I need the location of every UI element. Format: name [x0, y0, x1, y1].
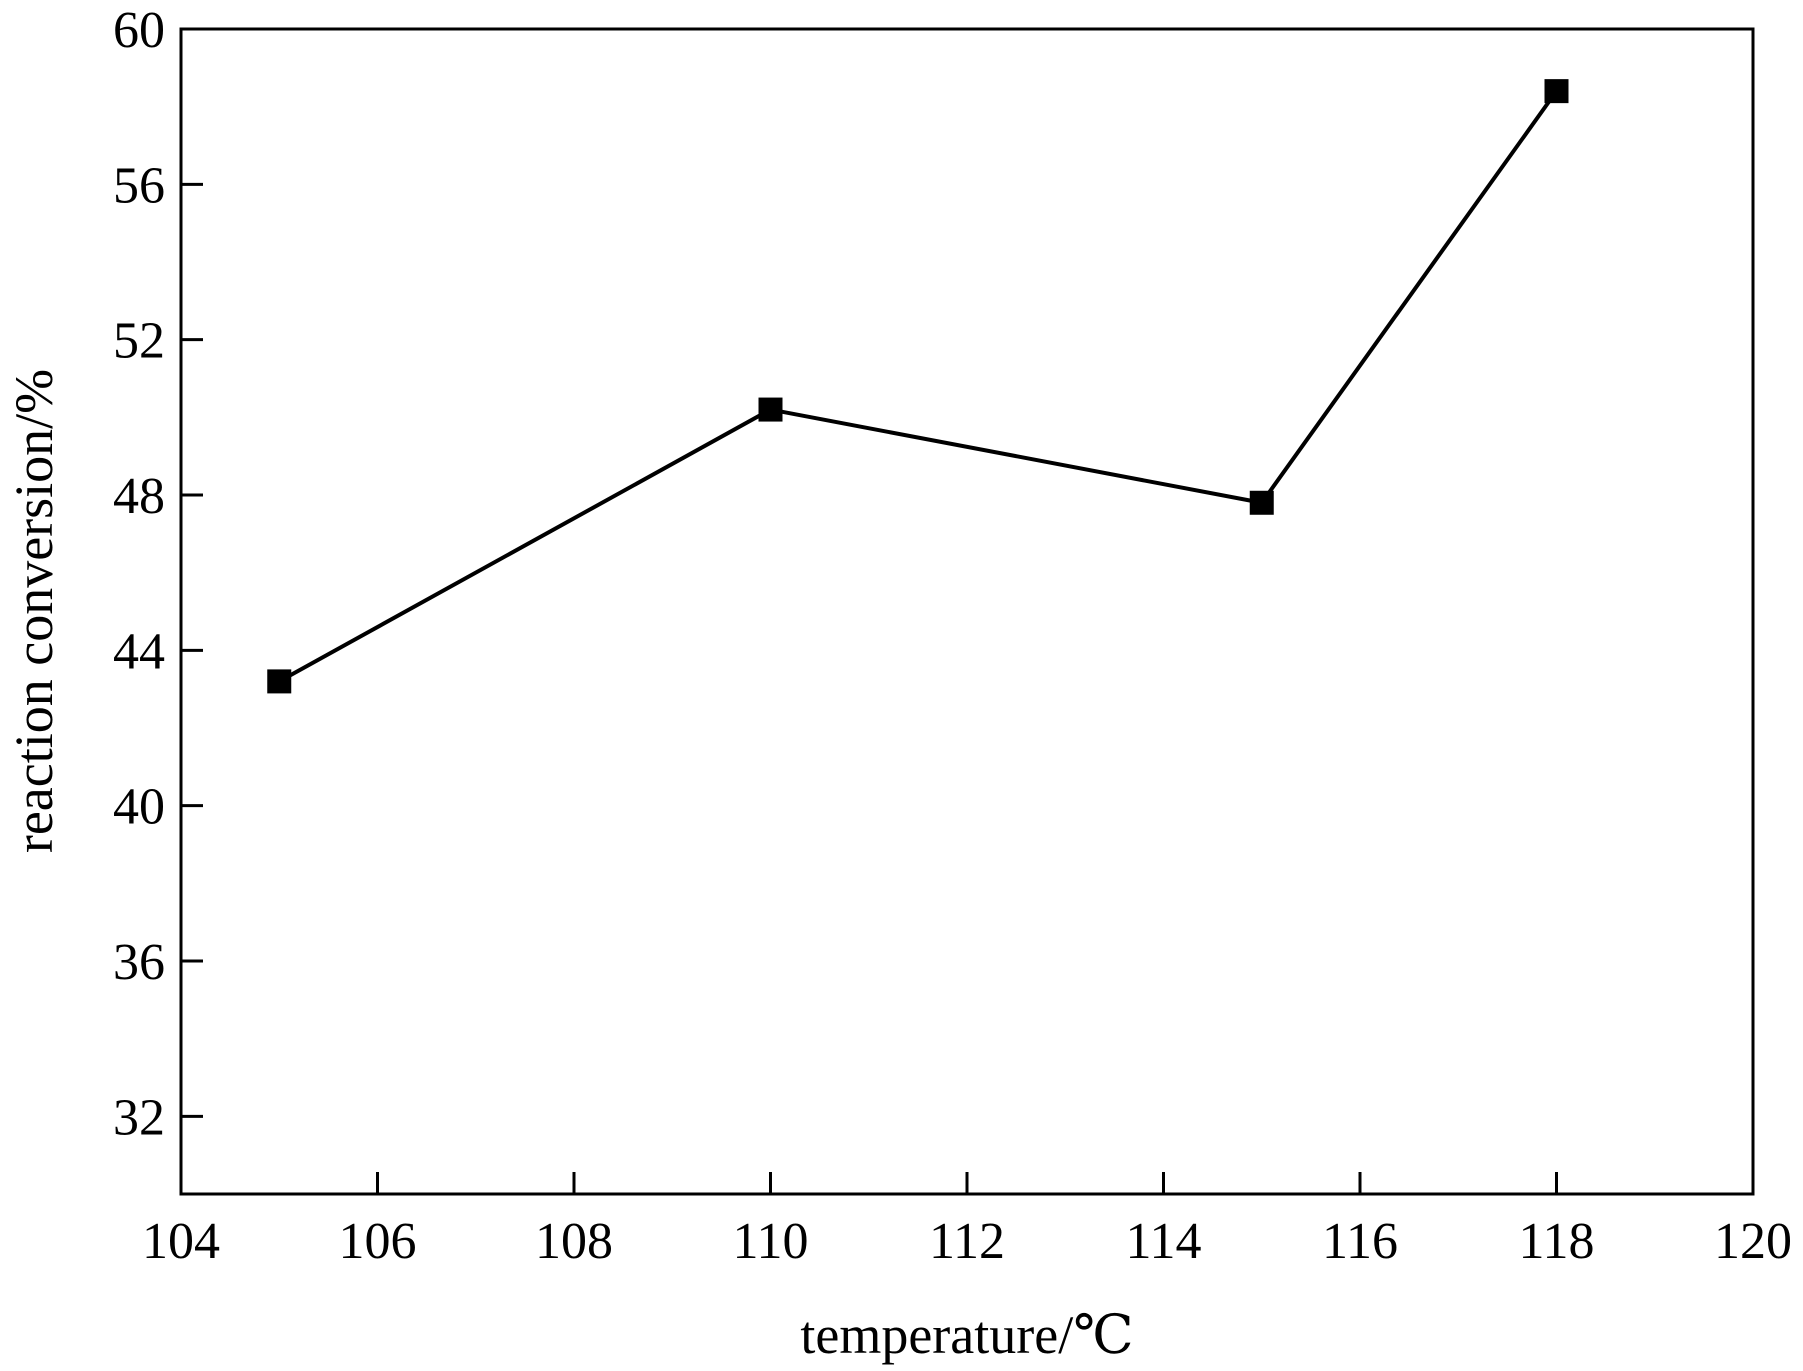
x-tick-label: 104 [142, 1213, 220, 1270]
y-tick-label: 56 [113, 157, 165, 214]
x-axis-title: temperature/℃ [800, 1305, 1133, 1365]
y-tick-label: 40 [113, 779, 165, 836]
y-tick-label: 44 [113, 623, 165, 680]
data-point-marker [758, 397, 783, 422]
x-tick-label: 120 [1714, 1213, 1792, 1270]
plot-frame [179, 27, 1755, 1196]
y-tick-label: 48 [113, 468, 165, 525]
data-point-marker [267, 669, 292, 694]
x-tick-label: 116 [1322, 1213, 1398, 1270]
x-tick-label: 114 [1125, 1213, 1201, 1270]
data-point-marker [1544, 79, 1569, 104]
y-axis-ticks: 32 36 40 44 48 52 56 60 [113, 2, 203, 1146]
series-layer [267, 79, 1569, 694]
x-axis-ticks: 104 106 108 110 112 114 116 118 120 [142, 1172, 1792, 1270]
y-tick-label: 52 [113, 313, 165, 370]
x-tick-label: 110 [732, 1213, 808, 1270]
x-tick-label: 106 [339, 1213, 417, 1270]
x-tick-label: 108 [535, 1213, 613, 1270]
y-tick-label: 36 [113, 934, 165, 991]
y-tick-label: 60 [113, 2, 165, 59]
series-line [278, 89, 1559, 684]
x-tick-label: 118 [1518, 1213, 1594, 1270]
y-axis-title: reaction conversion/% [4, 369, 64, 853]
y-tick-label: 32 [113, 1089, 165, 1146]
data-point-marker [1249, 490, 1274, 515]
x-tick-label: 112 [929, 1213, 1005, 1270]
